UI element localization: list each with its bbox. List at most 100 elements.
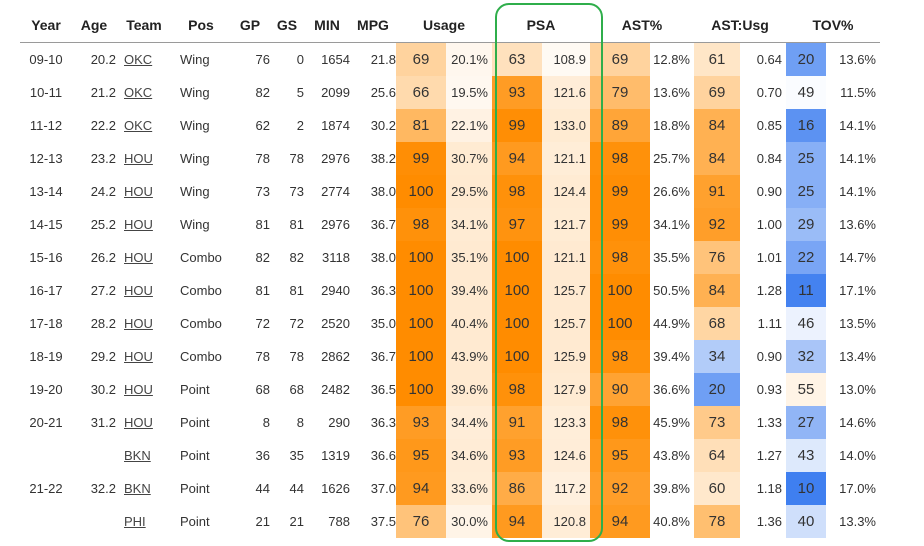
- team-link[interactable]: HOU: [124, 349, 153, 364]
- cell-team: HOU: [116, 142, 172, 175]
- team-link[interactable]: OKC: [124, 52, 153, 67]
- cell-usage: 22.1%: [446, 109, 492, 142]
- cell-min: 2976: [321, 151, 350, 166]
- team-link[interactable]: HOU: [124, 382, 153, 397]
- cell-usage-percentile: 100: [396, 340, 446, 373]
- team-link[interactable]: HOU: [124, 250, 153, 265]
- cell-ast-percentile: 98: [590, 406, 650, 439]
- cell-team: PHI: [116, 505, 172, 538]
- cell-tov: 13.6%: [839, 217, 876, 232]
- team-link[interactable]: HOU: [124, 283, 153, 298]
- cell-team: HOU: [116, 340, 172, 373]
- cell-ast-usg-percentile: 92: [694, 208, 740, 241]
- team-link[interactable]: BKN: [124, 481, 151, 496]
- header-mpg[interactable]: MPG: [350, 8, 396, 43]
- cell-gs: 2: [296, 118, 304, 133]
- cell-mpg: 38.0: [370, 184, 396, 199]
- header-psa[interactable]: PSA: [492, 8, 590, 43]
- cell-ast: 44.9%: [653, 316, 690, 331]
- cell-team: HOU: [116, 208, 172, 241]
- cell-usage-percentile: 93: [396, 406, 446, 439]
- cell-gp: 82: [255, 250, 270, 265]
- cell-age: 30.2: [90, 382, 116, 397]
- cell-gp: 73: [255, 184, 270, 199]
- cell-ast: 36.6%: [653, 382, 690, 397]
- cell-pos: Point: [180, 382, 210, 397]
- cell-team: OKC: [116, 109, 172, 142]
- cell-gs: 78: [289, 349, 304, 364]
- team-link[interactable]: HOU: [124, 415, 153, 430]
- header-tov-pct[interactable]: TOV%: [786, 8, 880, 43]
- cell-ast-usg-percentile: 64: [694, 439, 740, 472]
- cell-ast-usg-percentile: 69: [694, 76, 740, 109]
- cell-team: HOU: [116, 307, 172, 340]
- team-link[interactable]: HOU: [124, 316, 153, 331]
- cell-ast-percentile: 98: [590, 142, 650, 175]
- header-usage[interactable]: Usage: [396, 8, 492, 43]
- cell-ast: 26.6%: [653, 184, 690, 199]
- cell-usage: 34.4%: [446, 406, 492, 439]
- cell-gs: 81: [289, 217, 304, 232]
- team-link[interactable]: PHI: [124, 514, 146, 529]
- team-link[interactable]: HOU: [124, 151, 153, 166]
- cell-gs: 5: [296, 85, 304, 100]
- cell-tov: 13.3%: [839, 514, 876, 529]
- cell-mpg: 36.5: [370, 382, 396, 397]
- cell-ast-usg-percentile: 84: [694, 109, 740, 142]
- cell-min: 2976: [321, 217, 350, 232]
- cell-gp: 76: [255, 52, 270, 67]
- cell-ast-usg-percentile: 91: [694, 175, 740, 208]
- cell-tov: 14.7%: [839, 250, 876, 265]
- cell-ast: 39.4%: [653, 349, 690, 364]
- cell-mpg: 35.0: [370, 316, 396, 331]
- header-age[interactable]: Age: [72, 8, 116, 43]
- cell-gp: 78: [255, 349, 270, 364]
- team-link[interactable]: OKC: [124, 85, 153, 100]
- cell-ast-usg: 1.33: [756, 415, 782, 430]
- table-row: 09-10 20.2 OKC Wing 76 0 1654 21.8 69 20.1% 63 108.…: [20, 42, 880, 76]
- cell-tov-percentile: 22: [786, 241, 826, 274]
- cell-team: HOU: [116, 241, 172, 274]
- cell-psa: 125.7: [542, 307, 590, 340]
- cell-psa-percentile: 100: [492, 307, 542, 340]
- player-stats-table: Year Age Team Pos GP GS MIN MPG Usage PS…: [20, 8, 880, 538]
- header-gp[interactable]: GP: [230, 8, 270, 43]
- header-gs[interactable]: GS: [270, 8, 304, 43]
- cell-year: 17-18: [29, 316, 63, 331]
- header-year[interactable]: Year: [20, 8, 72, 43]
- cell-team: BKN: [116, 472, 172, 505]
- cell-pos: Wing: [180, 52, 210, 67]
- header-pos[interactable]: Pos: [172, 8, 230, 43]
- cell-tov-percentile: 20: [786, 42, 826, 76]
- cell-team: HOU: [116, 373, 172, 406]
- cell-tov-percentile: 43: [786, 439, 826, 472]
- cell-tov-percentile: 40: [786, 505, 826, 538]
- header-min[interactable]: MIN: [304, 8, 350, 43]
- header-ast-pct[interactable]: AST%: [590, 8, 694, 43]
- cell-ast-usg: 1.36: [756, 514, 782, 529]
- cell-year: 09-10: [29, 52, 63, 67]
- header-ast-usg[interactable]: AST:Usg: [694, 8, 786, 43]
- cell-min: 1319: [321, 448, 350, 463]
- cell-usage: 43.9%: [446, 340, 492, 373]
- cell-ast-usg: 1.28: [756, 283, 782, 298]
- cell-pos: Wing: [180, 85, 210, 100]
- team-link[interactable]: HOU: [124, 217, 153, 232]
- cell-ast-usg: 0.70: [756, 85, 782, 100]
- cell-year: 13-14: [29, 184, 63, 199]
- header-team[interactable]: Team: [116, 8, 172, 43]
- cell-ast-usg-percentile: 60: [694, 472, 740, 505]
- team-link[interactable]: OKC: [124, 118, 153, 133]
- cell-gs: 81: [289, 283, 304, 298]
- team-link[interactable]: BKN: [124, 448, 151, 463]
- cell-ast-percentile: 99: [590, 208, 650, 241]
- cell-pos: Point: [180, 481, 210, 496]
- cell-year: 10-11: [29, 85, 63, 100]
- cell-min: 2774: [321, 184, 350, 199]
- cell-ast-usg-percentile: 76: [694, 241, 740, 274]
- team-link[interactable]: HOU: [124, 184, 153, 199]
- table-row: 15-16 26.2 HOU Combo 82 82 3118 38.0 100 35.1% 100…: [20, 241, 880, 274]
- cell-gp: 36: [255, 448, 270, 463]
- cell-age: 26.2: [90, 250, 116, 265]
- cell-usage-percentile: 76: [396, 505, 446, 538]
